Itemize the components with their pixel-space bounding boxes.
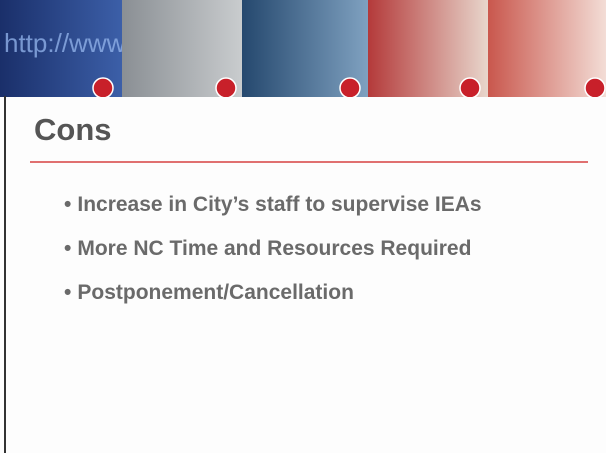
- divider: [30, 161, 588, 163]
- slide-title: Cons: [34, 112, 112, 147]
- icons: [92, 77, 606, 97]
- photo: [488, 0, 606, 97]
- photo-banner: http://www: [0, 0, 606, 97]
- bullet: More NC Time and Resources Required: [64, 234, 482, 278]
- bullet-list: Increase in City’s staff to supervise IE…: [64, 190, 482, 322]
- photo-text: http://www: [4, 28, 126, 58]
- border: [4, 96, 6, 453]
- bullet: Increase in City’s staff to supervise IE…: [64, 190, 481, 234]
- bullet: Postponement/Cancellation: [64, 278, 482, 322]
